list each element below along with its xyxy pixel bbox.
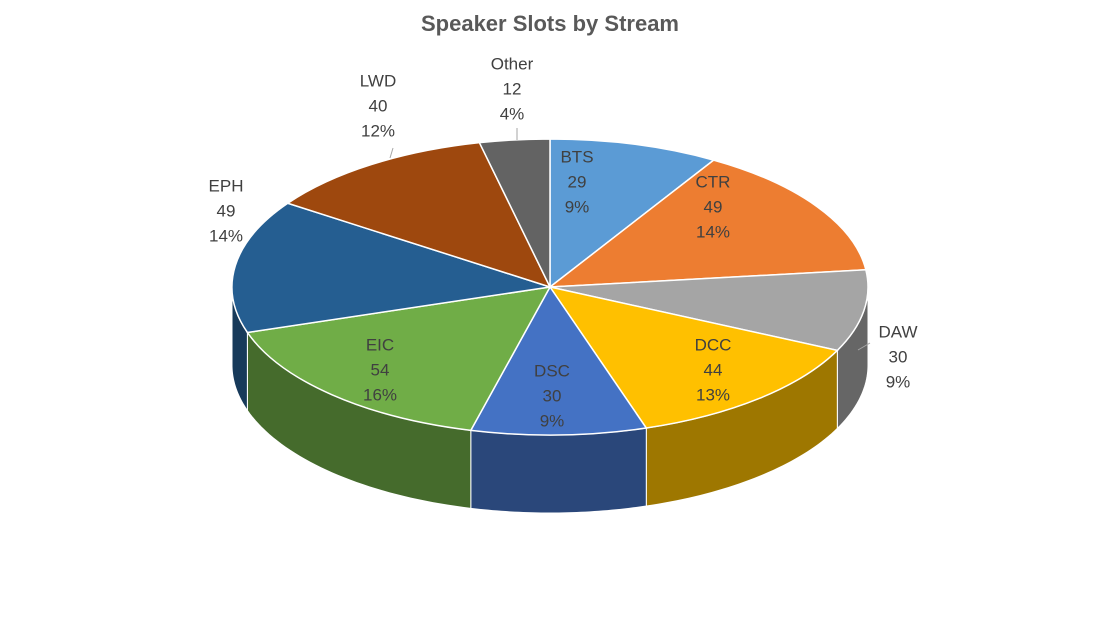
data-label-percent: 9%: [886, 372, 911, 391]
data-label-value: 40: [369, 96, 388, 115]
data-label-name: BTS: [560, 147, 593, 166]
data-label-name: EIC: [366, 335, 394, 354]
data-label-name: Other: [491, 54, 534, 73]
data-label-value: 49: [704, 197, 723, 216]
pie-slice-side: [470, 427, 647, 514]
leader-line: [857, 342, 871, 351]
pie-slice: [478, 138, 551, 288]
data-label-name: CTR: [696, 172, 731, 191]
data-label-percent: 4%: [500, 104, 525, 123]
data-label-value: 30: [889, 347, 908, 366]
data-label-value: 30: [543, 386, 562, 405]
data-label-name: EPH: [209, 176, 244, 195]
data-label-percent: 9%: [565, 197, 590, 216]
data-label-name: DCC: [695, 335, 732, 354]
data-label-value: 54: [371, 360, 390, 379]
data-label-percent: 13%: [696, 385, 730, 404]
pie-slice: [548, 285, 839, 429]
chart-title: Speaker Slots by Stream: [421, 11, 679, 36]
pie-slice: [286, 141, 552, 289]
data-label-name: DAW: [878, 322, 917, 341]
pie-slice: [547, 159, 867, 288]
pie-slice: [549, 269, 869, 352]
data-label-percent: 14%: [696, 222, 730, 241]
data-label-percent: 9%: [540, 411, 565, 430]
data-label-name: DSC: [534, 361, 570, 380]
pie-slice: [469, 285, 648, 436]
data-label-value: 12: [503, 79, 522, 98]
pie-slice: [246, 286, 552, 432]
pie-slice: [549, 138, 716, 289]
data-label-percent: 16%: [363, 385, 397, 404]
data-label-value: 49: [217, 201, 236, 220]
data-label-value: 44: [704, 360, 723, 379]
data-label-value: 29: [568, 172, 587, 191]
data-label-name: LWD: [360, 71, 397, 90]
data-label-percent: 12%: [361, 121, 395, 140]
data-label-percent: 14%: [209, 226, 243, 245]
leader-line: [389, 147, 394, 159]
pie-slice: [231, 202, 551, 334]
